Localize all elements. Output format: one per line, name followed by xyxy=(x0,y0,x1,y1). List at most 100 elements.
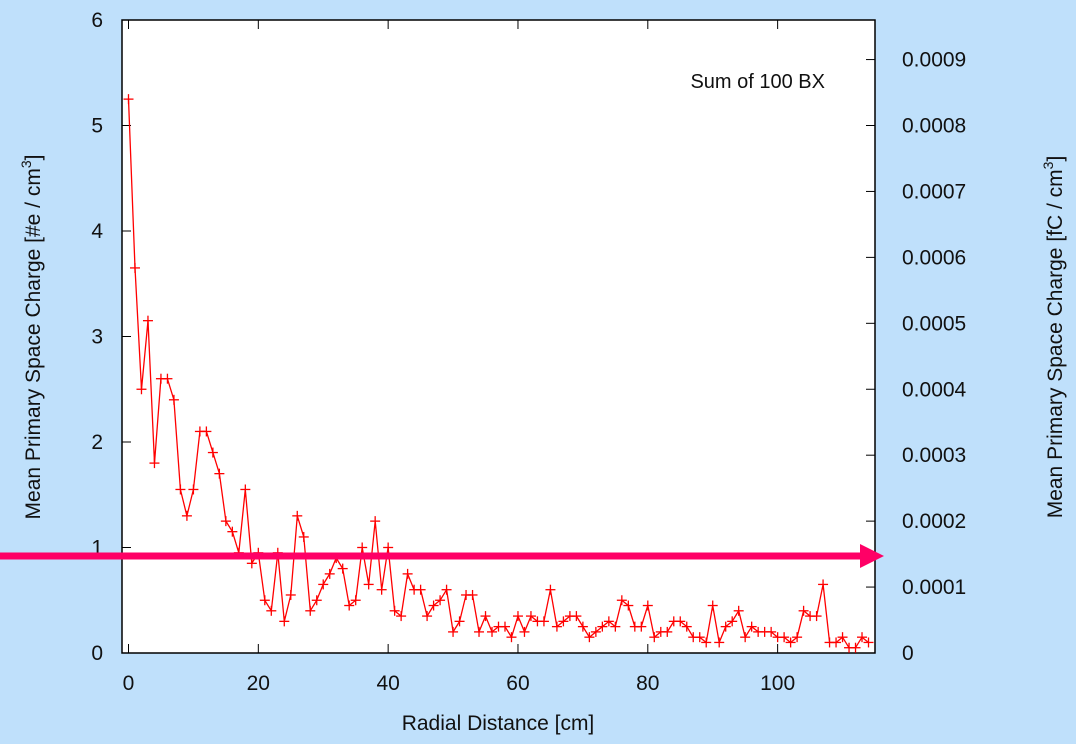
data-point-marker xyxy=(162,373,173,384)
data-point-marker xyxy=(292,510,303,521)
data-point-marker xyxy=(798,605,809,616)
y2-axis-label-close: ] xyxy=(1044,156,1067,162)
data-point-marker xyxy=(188,484,199,495)
data-point-marker xyxy=(616,595,627,606)
plot-area xyxy=(121,19,876,654)
y2-axis-label-main: Mean Primary Space Charge [fC / cm xyxy=(1044,169,1067,518)
data-point-marker xyxy=(467,589,478,600)
y-tick-label: 1 xyxy=(91,537,103,560)
data-point-marker xyxy=(311,595,322,606)
data-point-marker xyxy=(545,584,556,595)
data-point-marker xyxy=(857,632,868,643)
overlay-arrow xyxy=(0,543,884,568)
y-axis-label-main: Mean Primary Space Charge [#e / cm xyxy=(22,168,45,519)
data-point-marker xyxy=(792,632,803,643)
data-point-marker xyxy=(266,605,277,616)
data-point-marker xyxy=(357,542,368,553)
data-point-marker xyxy=(389,605,400,616)
data-point-marker xyxy=(279,616,290,627)
y-tick-label: 4 xyxy=(91,220,103,243)
y-axis-label-close: ] xyxy=(22,155,45,161)
x-tick-label: 20 xyxy=(247,672,270,695)
data-point-marker xyxy=(610,621,621,632)
y2-tick-label: 0.0007 xyxy=(902,180,966,203)
data-point-marker xyxy=(123,94,134,105)
data-point-marker xyxy=(370,516,381,527)
y2-tick-label: 0.0004 xyxy=(902,378,967,401)
annotation-label: Sum of 100 BX xyxy=(690,71,825,93)
data-point-marker xyxy=(675,616,686,627)
data-point-marker xyxy=(512,611,523,622)
data-point-marker xyxy=(220,516,231,527)
data-point-marker xyxy=(701,637,712,648)
data-point-marker xyxy=(551,621,562,632)
data-point-marker xyxy=(727,616,738,627)
data-point-marker xyxy=(422,611,433,622)
y-tick-label: 2 xyxy=(91,431,103,454)
x-tick-label: 40 xyxy=(376,672,399,695)
data-point-marker xyxy=(837,632,848,643)
y-tick-label: 0 xyxy=(91,642,103,665)
axis-ticks xyxy=(122,19,875,654)
data-point-marker xyxy=(785,637,796,648)
data-point-marker xyxy=(363,579,374,590)
y2-tick-label: 0.0002 xyxy=(902,510,966,533)
y-tick-label: 6 xyxy=(91,9,103,32)
data-point-marker xyxy=(584,632,595,643)
data-point-marker xyxy=(396,611,407,622)
data-point-marker xyxy=(175,484,186,495)
data-point-marker xyxy=(240,484,251,495)
data-point-marker xyxy=(746,621,757,632)
data-point-marker xyxy=(694,632,705,643)
data-point-marker xyxy=(590,626,601,637)
data-point-marker xyxy=(480,611,491,622)
data-point-marker xyxy=(318,579,329,590)
y-tick-labels: 0 1 2 3 4 5 6 xyxy=(91,9,103,665)
y2-tick-label: 0.0005 xyxy=(902,312,966,335)
data-point-marker xyxy=(779,632,790,643)
data-point-marker xyxy=(740,632,751,643)
x-tick-label: 0 xyxy=(123,672,135,695)
data-point-marker xyxy=(707,600,718,611)
data-point-marker xyxy=(285,589,296,600)
data-point-marker xyxy=(487,626,498,637)
data-point-marker xyxy=(571,611,582,622)
data-point-marker xyxy=(811,611,822,622)
data-point-marker xyxy=(649,632,660,643)
data-point-marker xyxy=(376,584,387,595)
data-point-marker xyxy=(428,600,439,611)
y-tick-label: 3 xyxy=(91,326,103,349)
y2-axis-label-sup: 3 xyxy=(1040,161,1056,169)
data-point-marker xyxy=(597,621,608,632)
data-point-marker xyxy=(474,626,485,637)
data-point-marker xyxy=(662,626,673,637)
data-point-marker xyxy=(454,616,465,627)
data-point-marker xyxy=(519,626,530,637)
data-point-marker xyxy=(344,600,355,611)
data-point-marker xyxy=(181,510,192,521)
x-tick-label: 80 xyxy=(636,672,659,695)
data-point-marker xyxy=(623,600,634,611)
y2-tick-label: 0.0003 xyxy=(902,444,966,467)
data-point-marker xyxy=(142,315,153,326)
data-point-marker xyxy=(603,616,614,627)
y-axis-label: Mean Primary Space Charge [#e / cm3] xyxy=(18,155,45,520)
data-point-marker xyxy=(129,262,140,273)
data-point-marker xyxy=(305,605,316,616)
data-point-marker xyxy=(525,611,536,622)
data-point-marker xyxy=(149,458,160,469)
series-layer xyxy=(123,94,874,653)
data-point-marker xyxy=(435,595,446,606)
x-tick-labels: 0 20 40 60 80 100 xyxy=(123,672,796,695)
data-point-marker xyxy=(831,637,842,648)
data-point-marker xyxy=(246,558,257,569)
data-point-marker xyxy=(259,595,270,606)
y-tick-label: 5 xyxy=(91,115,103,138)
data-point-marker xyxy=(714,637,725,648)
data-point-marker xyxy=(227,526,238,537)
y2-tick-label: 0.0009 xyxy=(902,49,966,72)
y2-tick-labels: 0 0.0001 0.0002 0.0003 0.0004 0.0005 0.0006 0.0… xyxy=(902,49,967,665)
data-point-marker xyxy=(324,568,335,579)
data-point-marker xyxy=(201,426,212,437)
